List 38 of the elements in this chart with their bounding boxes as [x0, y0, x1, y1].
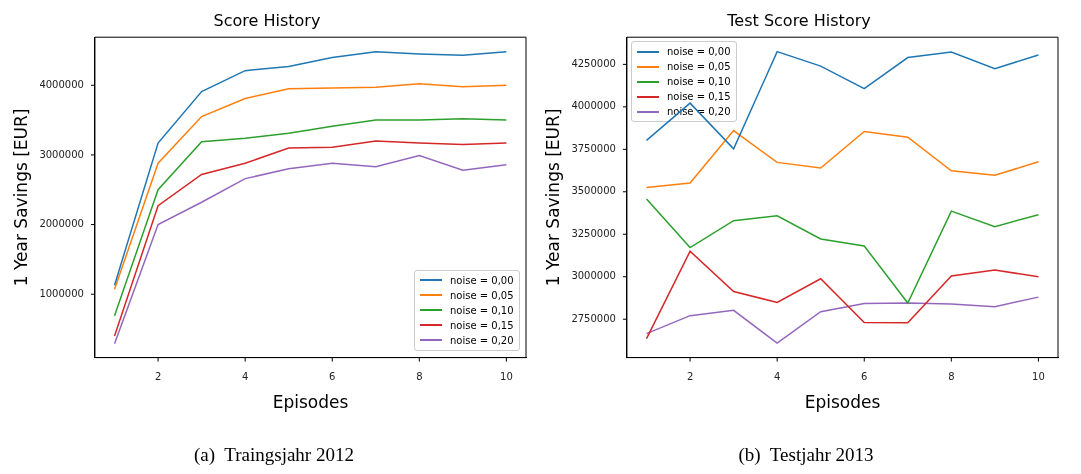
legend-label: noise = 0,00: [450, 273, 514, 288]
y-tick-label: 3250000: [571, 227, 616, 239]
chart-title: Test Score History: [726, 10, 871, 30]
y-tick-label: 3500000: [571, 185, 616, 197]
x-tick-label: 10: [1032, 371, 1045, 383]
y-tick-label: 4000000: [39, 78, 84, 90]
legend-label: noise = 0,15: [450, 318, 514, 333]
x-tick-label: 10: [500, 371, 513, 383]
y-axis-title: 1 Year Savings [EUR]: [542, 108, 563, 287]
legend-label: noise = 0,15: [666, 90, 731, 105]
legend-label: noise = 0,10: [666, 75, 731, 90]
x-axis-title: Episodes: [272, 392, 349, 413]
y-tick-label: 3000000: [39, 148, 84, 160]
x-tick-label: 2: [686, 371, 694, 383]
x-tick-label: 8: [948, 371, 955, 383]
y-tick-label: 2750000: [571, 312, 616, 324]
y-tick-label: 2000000: [39, 218, 84, 230]
text: (a) Traingsjahr 2012: [193, 444, 355, 466]
x-tick-label: 6: [329, 371, 336, 383]
y-tick-label: 4000000: [571, 100, 616, 112]
text: (b) Testjahr 2013: [737, 444, 875, 466]
legend-label: noise = 0,05: [450, 288, 514, 303]
x-axis-title: Episodes: [804, 392, 881, 413]
legend-label: noise = 0,10: [450, 303, 514, 318]
legend-label: noise = 0,00: [666, 45, 731, 60]
x-tick-label: 8: [416, 371, 423, 383]
x-tick-label: 2: [154, 371, 162, 383]
x-tick-label: 4: [773, 371, 781, 383]
y-tick-label: 4250000: [571, 57, 616, 69]
y-tick-label: 1000000: [39, 287, 84, 299]
x-tick-label: 6: [861, 371, 868, 383]
y-tick-label: 3000000: [571, 270, 616, 282]
chart-title: Score History: [213, 10, 321, 30]
legend-label: noise = 0,05: [666, 60, 731, 75]
x-tick-label: 4: [241, 371, 249, 383]
y-axis-title: 1 Year Savings [EUR]: [10, 108, 31, 287]
legend-label: noise = 0,20: [450, 333, 514, 348]
y-tick-label: 3750000: [571, 142, 616, 154]
